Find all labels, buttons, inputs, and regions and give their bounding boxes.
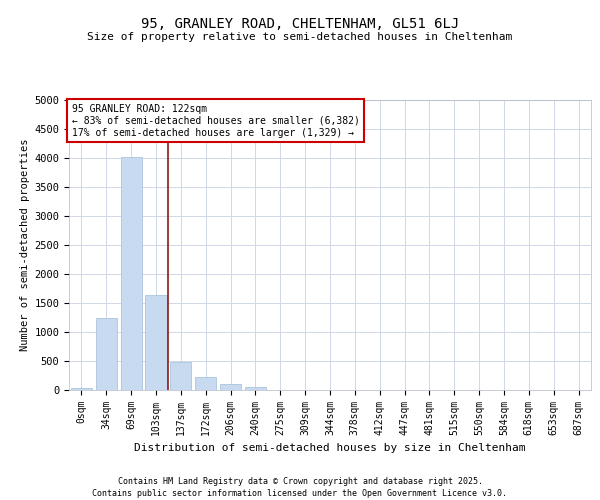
- Text: Size of property relative to semi-detached houses in Cheltenham: Size of property relative to semi-detach…: [88, 32, 512, 42]
- Y-axis label: Number of semi-detached properties: Number of semi-detached properties: [20, 138, 30, 352]
- Bar: [170, 362, 191, 390]
- Bar: [145, 295, 167, 390]
- Bar: [195, 377, 216, 390]
- Text: 95, GRANLEY ROAD, CHELTENHAM, GL51 6LJ: 95, GRANLEY ROAD, CHELTENHAM, GL51 6LJ: [141, 18, 459, 32]
- Text: Contains public sector information licensed under the Open Government Licence v3: Contains public sector information licen…: [92, 489, 508, 498]
- X-axis label: Distribution of semi-detached houses by size in Cheltenham: Distribution of semi-detached houses by …: [134, 444, 526, 454]
- Text: Contains HM Land Registry data © Crown copyright and database right 2025.: Contains HM Land Registry data © Crown c…: [118, 478, 482, 486]
- Bar: [220, 384, 241, 390]
- Bar: [121, 157, 142, 390]
- Bar: [245, 387, 266, 390]
- Text: 95 GRANLEY ROAD: 122sqm
← 83% of semi-detached houses are smaller (6,382)
17% of: 95 GRANLEY ROAD: 122sqm ← 83% of semi-de…: [71, 104, 359, 138]
- Bar: [71, 388, 92, 390]
- Bar: [96, 318, 117, 390]
